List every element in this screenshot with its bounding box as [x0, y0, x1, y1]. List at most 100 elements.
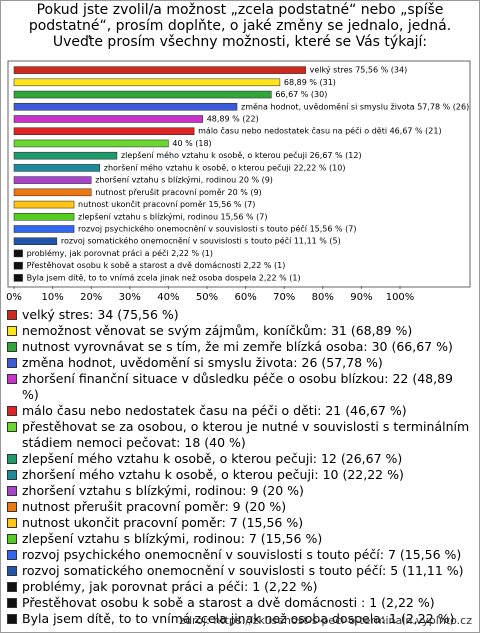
legend-entry: Byla jsem dítě, to to vnímá zcela jinak …	[6, 611, 472, 627]
legend-entry: velký stres: 34 (75,56 %)	[6, 307, 472, 323]
bar	[13, 274, 23, 282]
legend-swatch	[7, 486, 17, 496]
chart: velký stres 75,56 % (34) 68,89 % (31) 66,6…	[6, 60, 471, 303]
bar	[13, 139, 169, 148]
x-tick-label: 30%	[119, 292, 141, 303]
bar-label: rozvoj psychického onemocnění v souvislo…	[78, 224, 356, 234]
legend-entry: nemožnost věnovat se svým zájmům, koníčk…	[6, 323, 472, 339]
legend: velký stres: 34 (75,56 %) nemožnost věnov…	[6, 307, 472, 627]
legend-entry: nutnost vyrovnávat se s tím, že mi zemře…	[6, 339, 472, 355]
legend-label: velký stres: 34 (75,56 %)	[22, 307, 179, 322]
bar	[13, 200, 75, 209]
legend-label: změna hodnot, uvědomění si smyslu života…	[22, 355, 383, 370]
legend-label: Byla jsem dítě, to to vnímá zcela jinak …	[22, 611, 455, 626]
bar-label: 68,89 % (31)	[284, 78, 336, 87]
bar	[13, 78, 281, 87]
legend-entry: nutnost přerušit pracovní poměr: 9 (20 %…	[6, 499, 472, 515]
legend-swatch	[7, 326, 17, 336]
legend-swatch	[7, 598, 17, 608]
bar-label: 48,89 % (22)	[207, 115, 259, 124]
bar-label: nutnost přerušit pracovní poměr 20 % (9)	[95, 187, 261, 197]
legend-entry: zhoršení finanční situace v důsledku péč…	[6, 371, 472, 403]
bar	[13, 90, 272, 99]
legend-swatch	[7, 566, 17, 576]
legend-entry: málo času nebo nedostatek času na péči o…	[6, 403, 472, 419]
plot-frame	[7, 60, 471, 288]
bar-label: 40 % (18)	[172, 139, 211, 148]
legend-swatch	[7, 374, 17, 384]
bar-label: velký stres 75,56 % (34)	[310, 66, 408, 75]
bar-label: zlepšení vztahu s blízkými, rodinou 15,5…	[78, 211, 267, 221]
legend-swatch	[7, 518, 17, 528]
legend-entry: rozvoj somatického onemocnění v souvislo…	[6, 563, 472, 579]
bar-label: zhoršení mého vztahu k osobě, o kterou p…	[104, 162, 346, 172]
legend-swatch	[7, 614, 17, 624]
bar-label: rozvoj somatického onemocnění v souvislo…	[61, 236, 341, 246]
bar-label: 66,67 % (30)	[275, 90, 327, 99]
bar	[13, 103, 238, 111]
x-tick-label: 80%	[312, 292, 334, 303]
legend-swatch	[7, 550, 17, 560]
legend-swatch	[7, 582, 17, 592]
bar-label: Přestěhovat osobu k sobě a starost a dvě…	[27, 261, 286, 270]
legend-swatch	[7, 422, 17, 432]
x-tick-label: 10%	[41, 292, 63, 303]
x-tick-label: 70%	[273, 292, 295, 303]
legend-entry: rozvoj psychického onemocnění v souvislo…	[6, 547, 472, 563]
legend-label: zlepšení mého vztahu k osobě, o kterou p…	[22, 451, 403, 466]
legend-entry: nutnost ukončit pracovní poměr: 7 (15,56…	[6, 515, 472, 531]
legend-label: rozvoj psychického onemocnění v souvislo…	[22, 547, 462, 562]
legend-label: rozvoj somatického onemocnění v souvislo…	[22, 563, 464, 578]
bar-label: nutnost ukončit pracovní poměr 15,56 % (…	[78, 199, 255, 209]
bar	[13, 127, 195, 135]
x-tick-label: 100%	[386, 292, 415, 303]
bar	[13, 237, 58, 245]
legend-entry: problémy, jak porovnat práci a péči: 1 (…	[6, 579, 472, 595]
legend-label: přestěhovat se za osobou, o kterou je nu…	[22, 419, 470, 450]
legend-swatch	[7, 406, 17, 416]
legend-label: Přestěhovat osobu k sobě a starost a dvě…	[22, 595, 435, 610]
legend-entry: zhoršení vztahu s blízkými, rodinou: 9 (…	[6, 483, 472, 499]
source: zdroj: https://zkusenost-s-peci-o-termin…	[179, 614, 472, 627]
bar	[13, 66, 306, 74]
x-tick-label: 50%	[196, 292, 218, 303]
legend-swatch	[7, 342, 17, 352]
bar	[13, 213, 75, 221]
legend-entry: zhoršení mého vztahu k osobě, o kterou p…	[6, 467, 472, 483]
legend-label: zhoršení finanční situace v důsledku péč…	[22, 371, 454, 402]
legend-label: problémy, jak porovnat práci a péči: 1 (…	[22, 579, 318, 594]
bar	[13, 249, 23, 258]
legend-entry: Přestěhovat osobu k sobě a starost a dvě…	[6, 595, 472, 611]
legend-swatch	[7, 358, 17, 368]
legend-label: zlepšení vztahu s blízkými, rodinou: 7 (…	[22, 531, 323, 546]
bar-label: změna hodnot, uvědomění si smyslu života…	[241, 102, 469, 111]
x-tick-label: 90%	[350, 292, 372, 303]
legend-swatch	[7, 534, 17, 544]
legend-entry: změna hodnot, uvědomění si smyslu života…	[6, 355, 472, 371]
legend-swatch	[7, 502, 17, 512]
legend-label: nemožnost věnovat se svým zájmům, koníčk…	[22, 323, 413, 338]
bar	[13, 151, 118, 160]
legend-entry: zlepšení mého vztahu k osobě, o kterou p…	[6, 451, 472, 467]
bar-label: problémy, jak porovnat práci a péči 2,22…	[27, 248, 213, 258]
bar-label: Byla jsem dítě, to to vnímá zcela jinak …	[27, 273, 301, 282]
bar	[13, 164, 101, 172]
bar-label: zhoršení vztahu s blízkými, rodinou 20 %…	[95, 175, 273, 185]
legend-swatch	[7, 470, 17, 480]
bar-label: zlepšení mého vztahu k osobě, o kterou p…	[121, 150, 362, 160]
legend-label: zhoršení vztahu s blízkými, rodinou: 9 (…	[22, 483, 304, 498]
legend-swatch	[7, 454, 17, 464]
bar-label: málo času nebo nedostatek času na péči o…	[198, 126, 441, 136]
legend-entry: zlepšení vztahu s blízkými, rodinou: 7 (…	[6, 531, 472, 547]
x-tick-label: 60%	[234, 292, 256, 303]
bar	[13, 115, 203, 123]
legend-label: zhoršení mého vztahu k osobě, o kterou p…	[22, 467, 404, 482]
legend-swatch	[7, 310, 17, 320]
x-tick-label: 40%	[157, 292, 179, 303]
legend-label: nutnost přerušit pracovní poměr: 9 (20 %…	[22, 499, 287, 514]
bar	[13, 188, 92, 197]
legend-label: nutnost ukončit pracovní poměr: 7 (15,56…	[22, 515, 304, 530]
legend-label: málo času nebo nedostatek času na péči o…	[22, 403, 407, 418]
chart-title: Pokud jste zvolil/a možnost „zcela podst…	[28, 2, 452, 50]
legend-entry: přestěhovat se za osobou, o kterou je nu…	[6, 419, 472, 451]
